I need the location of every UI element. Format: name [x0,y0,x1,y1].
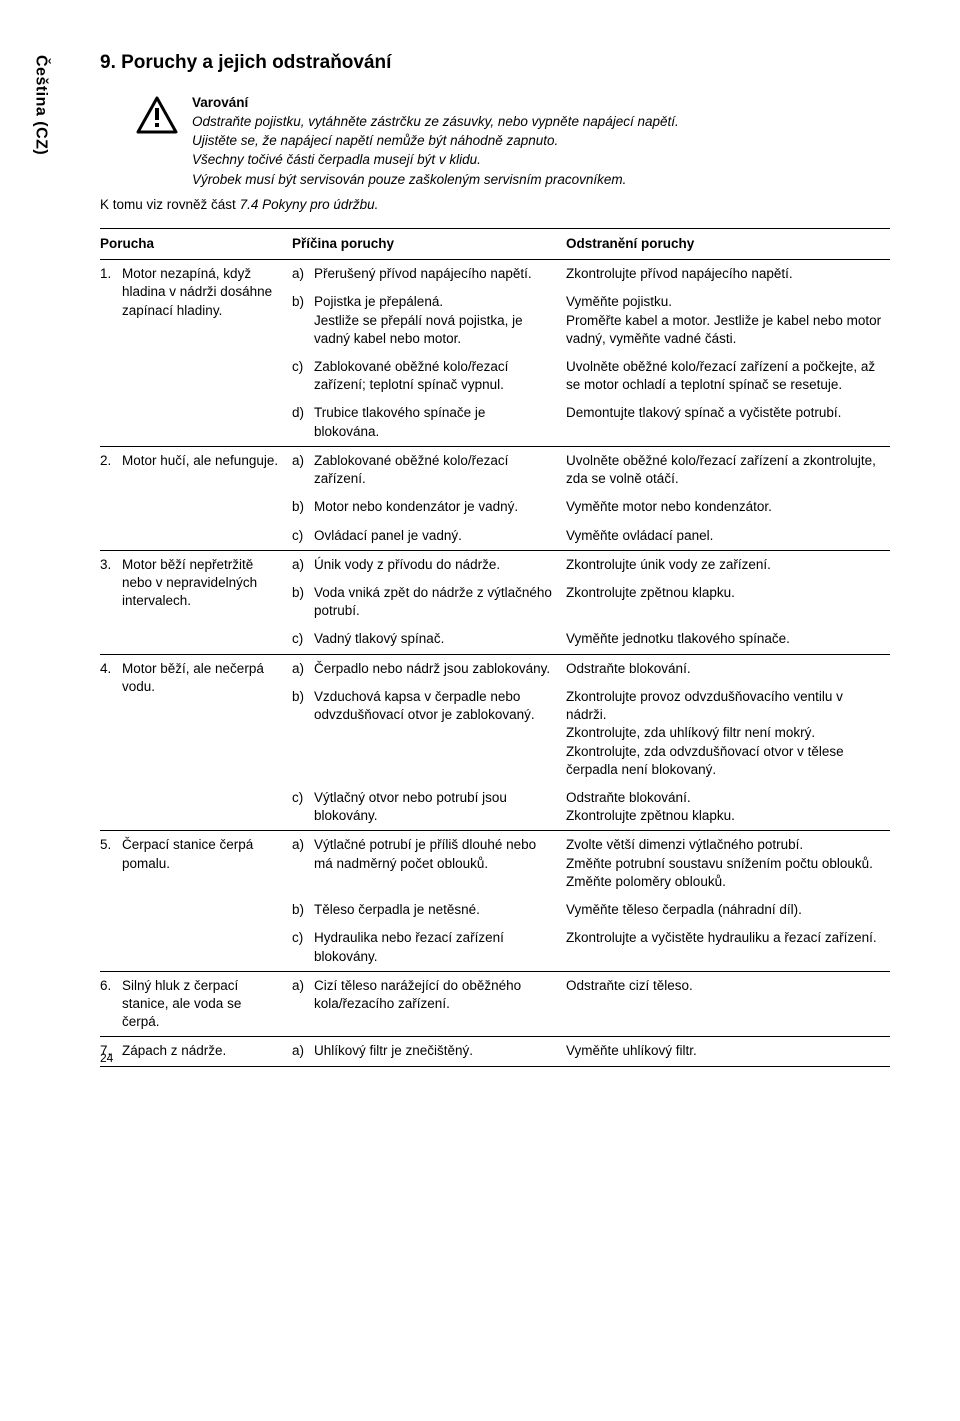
cause-letter: b) [292,493,314,521]
cause-text: Motor nebo kondenzátor je vadný. [314,493,566,521]
cause-text: Těleso čerpadla je netěsné. [314,896,566,924]
row-separator [100,1066,890,1067]
cause-letter: a) [292,550,314,579]
remedy-text: Uvolněte oběžné kolo/řezací zařízení a p… [566,353,890,399]
table-header-row: Porucha Příčina poruchy Odstranění poruc… [100,228,890,259]
fault-number: 1. [100,260,122,446]
cause-text: Cizí těleso narážející do oběžného kola/… [314,971,566,1036]
cause-text: Hydraulika nebo řezací zařízení blokován… [314,924,566,970]
fault-description: Zápach z nádrže. [122,1037,292,1066]
fault-description: Motor hučí, ale nefunguje. [122,446,292,549]
cause-text: Voda vniká zpět do nádrže z výtlačného p… [314,579,566,625]
table-row: 4.Motor běží, ale nečerpá vodu.a)Čerpadl… [100,654,890,683]
cause-letter: c) [292,522,314,550]
fault-number: 5. [100,831,122,971]
page-number: 24 [100,1050,113,1066]
col-remedy: Odstranění poruchy [566,228,890,259]
remedy-text: Zkontrolujte přívod napájecího napětí. [566,260,890,289]
remedy-text: Zvolte větší dimenzi výtlačného potrubí.… [566,831,890,896]
cause-letter: a) [292,831,314,896]
fault-table: Porucha Příčina poruchy Odstranění poruc… [100,228,890,1067]
remedy-text: Vyměňte uhlíkový filtr. [566,1037,890,1066]
col-fault: Porucha [100,228,292,259]
cause-letter: a) [292,971,314,1036]
cause-letter: c) [292,353,314,399]
remedy-text: Zkontrolujte provoz odvzdušňovacího vent… [566,683,890,784]
fault-number: 6. [100,971,122,1036]
warning-block: Varování Odstraňte pojistku, vytáhněte z… [136,94,890,190]
remedy-text: Vyměňte pojistku. Proměřte kabel a motor… [566,288,890,353]
cause-letter: b) [292,683,314,784]
table-row: 7.Zápach z nádrže.a)Uhlíkový filtr je zn… [100,1037,890,1066]
cause-letter: c) [292,625,314,653]
cause-text: Únik vody z přívodu do nádrže. [314,550,566,579]
warning-icon [136,96,178,139]
warning-title: Varování [192,94,679,112]
remedy-text: Odstraňte blokování. [566,654,890,683]
remedy-text: Demontujte tlakový spínač a vyčistěte po… [566,399,890,445]
remedy-text: Odstraňte blokování. Zkontrolujte zpětno… [566,784,890,830]
remedy-text: Zkontrolujte únik vody ze zařízení. [566,550,890,579]
warning-line: Výrobek musí být servisován pouze zaškol… [192,171,679,189]
remedy-text: Odstraňte cizí těleso. [566,971,890,1036]
fault-number: 4. [100,654,122,830]
remedy-text: Zkontrolujte a vyčistěte hydrauliku a ře… [566,924,890,970]
cause-letter: a) [292,654,314,683]
cause-text: Výtlačný otvor nebo potrubí jsou bloková… [314,784,566,830]
remedy-text: Zkontrolujte zpětnou klapku. [566,579,890,625]
cause-letter: a) [292,446,314,493]
note-reference: K tomu viz rovněž část 7.4 Pokyny pro úd… [100,196,890,214]
page-heading: 9. Poruchy a jejich odstraňování [100,50,890,76]
cause-text: Vzduchová kapsa v čerpadle nebo odvzdušň… [314,683,566,784]
fault-description: Silný hluk z čerpací stanice, ale voda s… [122,971,292,1036]
cause-text: Výtlačné potrubí je příliš dlouhé nebo m… [314,831,566,896]
cause-letter: d) [292,399,314,445]
cause-text: Čerpadlo nebo nádrž jsou zablokovány. [314,654,566,683]
remedy-text: Vyměňte motor nebo kondenzátor. [566,493,890,521]
fault-description: Čerpací stanice čerpá pomalu. [122,831,292,971]
table-row: 6.Silný hluk z čerpací stanice, ale voda… [100,971,890,1036]
cause-text: Zablokované oběžné kolo/řezací zařízení. [314,446,566,493]
sidebar-language: Čeština (CZ) [30,55,52,155]
fault-number: 2. [100,446,122,549]
cause-text: Trubice tlakového spínače je blokována. [314,399,566,445]
cause-letter: b) [292,288,314,353]
fault-number: 3. [100,550,122,653]
remedy-text: Vyměňte jednotku tlakového spínače. [566,625,890,653]
table-row: 1.Motor nezapíná, když hladina v nádrži … [100,260,890,289]
cause-text: Uhlíkový filtr je znečištěný. [314,1037,566,1066]
col-cause: Příčina poruchy [292,228,566,259]
fault-description: Motor běží, ale nečerpá vodu. [122,654,292,830]
cause-letter: c) [292,924,314,970]
remedy-text: Vyměňte těleso čerpadla (náhradní díl). [566,896,890,924]
fault-description: Motor běží nepřetržitě nebo v nepravidel… [122,550,292,653]
table-row: 5.Čerpací stanice čerpá pomalu.a)Výtlačn… [100,831,890,896]
warning-line: Odstraňte pojistku, vytáhněte zástrčku z… [192,113,679,131]
warning-text: Varování Odstraňte pojistku, vytáhněte z… [192,94,679,190]
remedy-text: Uvolněte oběžné kolo/řezací zařízení a z… [566,446,890,493]
fault-description: Motor nezapíná, když hladina v nádrži do… [122,260,292,446]
cause-letter: a) [292,1037,314,1066]
cause-text: Přerušený přívod napájecího napětí. [314,260,566,289]
warning-line: Ujistěte se, že napájecí napětí nemůže b… [192,132,679,150]
table-row: 3.Motor běží nepřetržitě nebo v nepravid… [100,550,890,579]
table-row: 2.Motor hučí, ale nefunguje.a)Zablokovan… [100,446,890,493]
warning-line: Všechny točivé části čerpadla musejí být… [192,151,679,169]
cause-text: Pojistka je přepálená. Jestliže se přepá… [314,288,566,353]
cause-text: Ovládací panel je vadný. [314,522,566,550]
cause-letter: a) [292,260,314,289]
cause-letter: b) [292,896,314,924]
cause-text: Vadný tlakový spínač. [314,625,566,653]
cause-text: Zablokované oběžné kolo/řezací zařízení;… [314,353,566,399]
remedy-text: Vyměňte ovládací panel. [566,522,890,550]
cause-letter: b) [292,579,314,625]
cause-letter: c) [292,784,314,830]
